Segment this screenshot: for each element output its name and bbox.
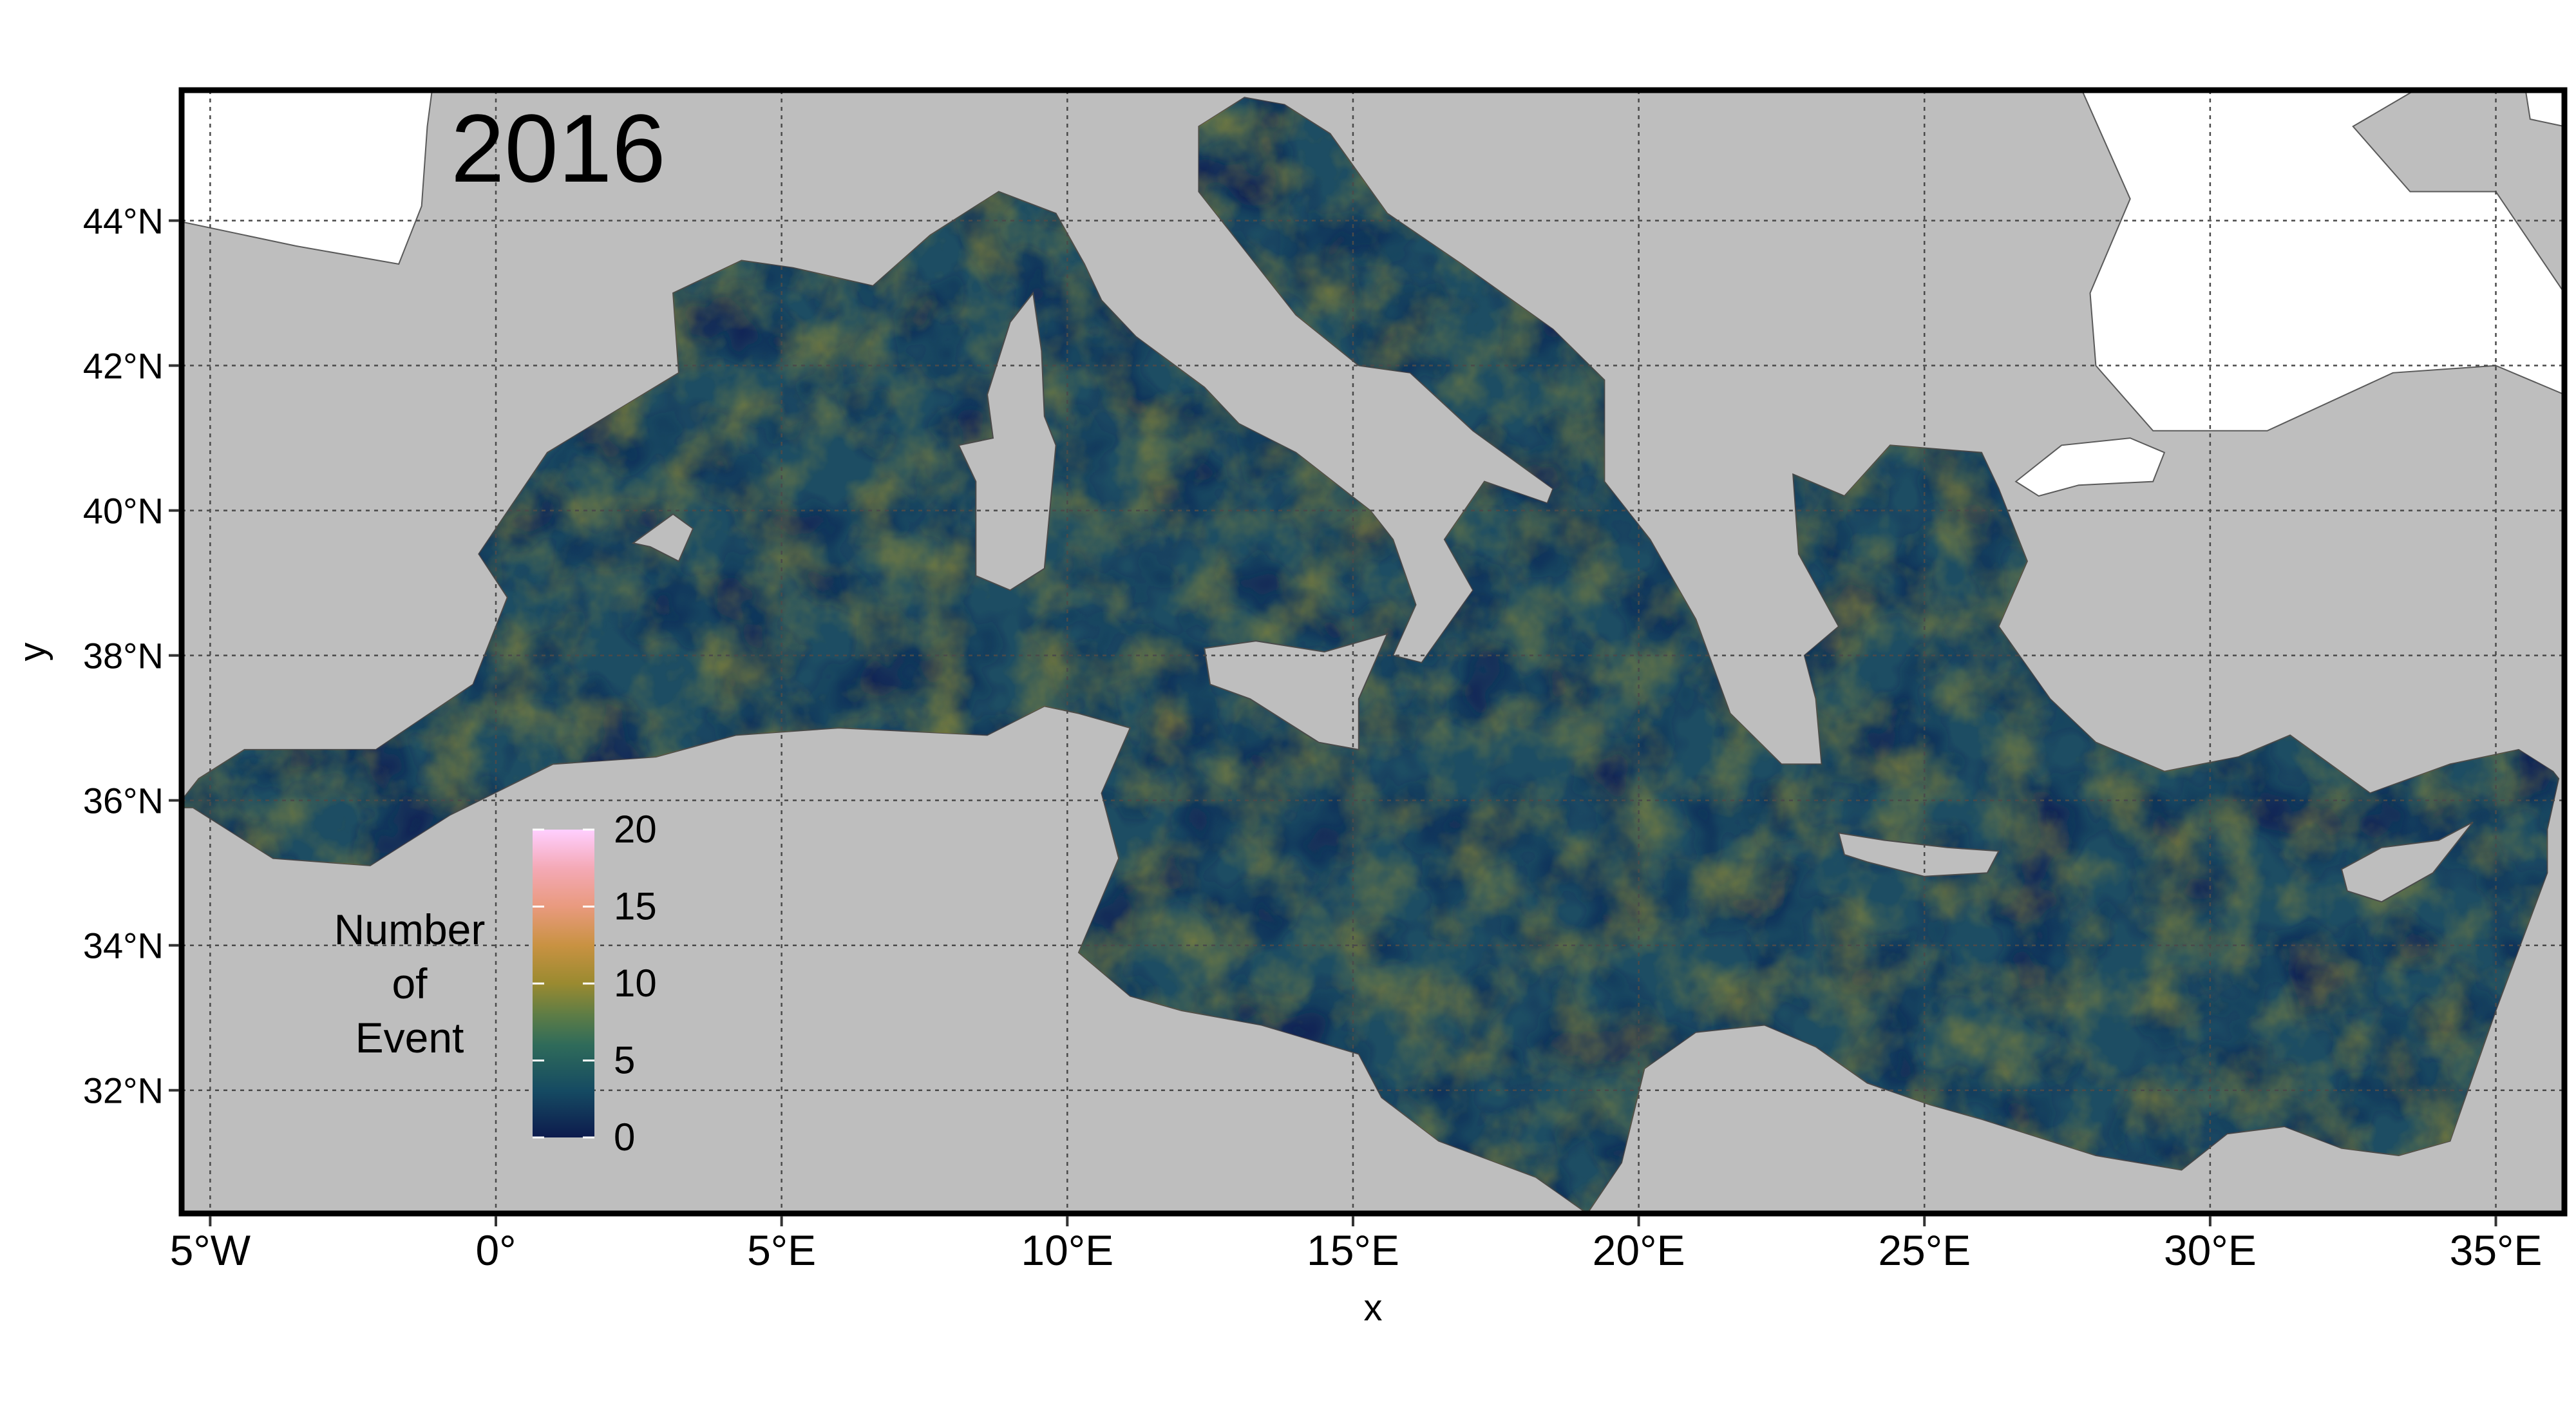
y-tick-label: 44°N xyxy=(83,201,164,242)
x-tick-label: 5°W xyxy=(170,1226,251,1274)
color-legend: Number of Event 0 5 10 15 20 xyxy=(334,808,657,1159)
island-sicily xyxy=(1204,632,1388,751)
island-cyprus xyxy=(2340,821,2474,903)
legend-title-line: of xyxy=(392,960,428,1007)
y-tick-label: 36°N xyxy=(83,781,164,821)
x-axis-title: x xyxy=(1364,1287,1383,1329)
y-tick-label: 40°N xyxy=(83,491,164,531)
legend-title-line: Event xyxy=(355,1014,464,1061)
legend-ticks: 0 5 10 15 20 xyxy=(533,808,657,1159)
island-mallorca xyxy=(631,513,694,562)
white-region-marmara xyxy=(2014,437,2166,497)
x-tick-label: 0° xyxy=(475,1226,516,1274)
y-tick-label: 34°N xyxy=(83,926,164,966)
x-axis-ticks: 5°W 0° 5°E 10°E 15°E 20°E 25°E 30°E 35°E xyxy=(170,1216,2543,1274)
legend-title: Number of Event xyxy=(334,906,486,1061)
legend-tick-label: 15 xyxy=(614,885,657,928)
x-tick-label: 30°E xyxy=(2164,1226,2257,1274)
y-axis-title: y xyxy=(12,643,53,661)
y-tick-label: 42°N xyxy=(83,346,164,386)
legend-tick-label: 20 xyxy=(614,808,657,851)
year-label: 2016 xyxy=(451,94,666,202)
y-tick-label: 32°N xyxy=(83,1070,164,1111)
legend-title-line: Number xyxy=(334,906,486,953)
island-corsica-sardinia xyxy=(958,291,1057,591)
white-region-northeast xyxy=(2524,90,2564,128)
x-tick-label: 25°E xyxy=(1878,1226,1971,1274)
legend-tick-label: 5 xyxy=(614,1039,635,1082)
x-tick-label: 35°E xyxy=(2450,1226,2543,1274)
x-tick-label: 20°E xyxy=(1593,1226,1685,1274)
panel-frame xyxy=(178,87,2568,1217)
x-tick-label: 10°E xyxy=(1021,1226,1113,1274)
legend-tick-label: 0 xyxy=(614,1116,635,1159)
x-tick-label: 15°E xyxy=(1307,1226,1399,1274)
island-crete xyxy=(1837,832,2000,877)
legend-tick-label: 10 xyxy=(614,962,657,1005)
y-axis-ticks: 32°N 34°N 36°N 38°N 40°N 42°N 44°N xyxy=(83,201,179,1111)
y-tick-label: 38°N xyxy=(83,636,164,676)
longitude-gridlines xyxy=(209,90,2497,1213)
x-tick-label: 5°E xyxy=(747,1226,816,1274)
